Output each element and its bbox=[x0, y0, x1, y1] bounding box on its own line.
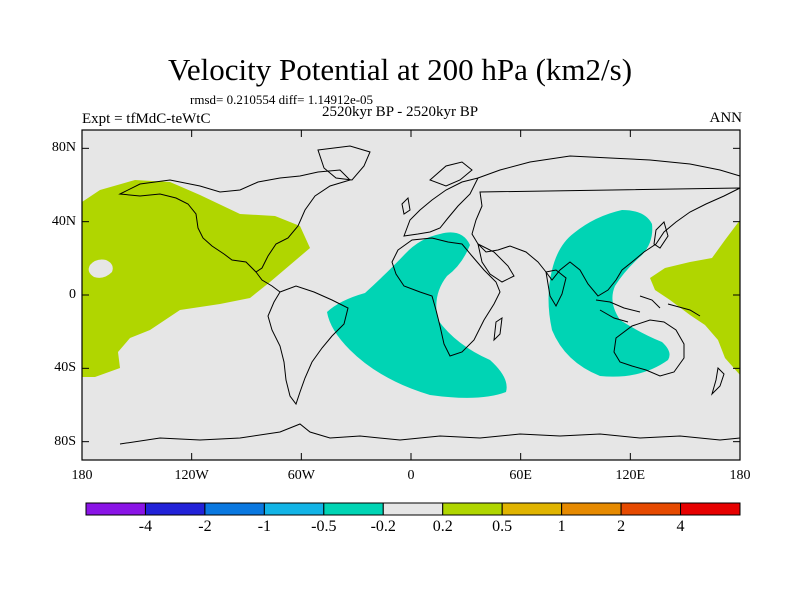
lon-tick-label: 180 bbox=[729, 468, 751, 483]
coast-africa bbox=[391, 237, 501, 357]
colorbar-label: 4 bbox=[676, 518, 685, 535]
colorbar-swatch bbox=[323, 502, 384, 516]
colorbar-swatch bbox=[501, 502, 563, 516]
lon-tick-label: 120E bbox=[615, 468, 646, 483]
axis-ticks bbox=[81, 130, 741, 460]
colorbar-swatch bbox=[144, 502, 206, 516]
region-negative-atlantic-africa bbox=[327, 232, 507, 398]
colorbar-label: 0.2 bbox=[432, 518, 453, 535]
colorbar-swatch bbox=[561, 502, 622, 516]
colorbar-label: 1 bbox=[557, 518, 566, 535]
lon-tick-label: 60W bbox=[287, 468, 315, 483]
coast-greenland bbox=[317, 145, 371, 181]
lat-tick-label: 40N bbox=[51, 213, 76, 229]
colorbar-swatch bbox=[620, 502, 682, 516]
colorbar-swatch bbox=[680, 502, 741, 516]
lon-tick-label: 120W bbox=[174, 468, 209, 483]
colorbar-label: -0.2 bbox=[370, 518, 396, 535]
region-positive-west-pacific bbox=[650, 220, 740, 375]
colorbar-label: -4 bbox=[138, 518, 153, 535]
coastlines bbox=[118, 145, 741, 445]
colorbar-label: -1 bbox=[257, 518, 272, 535]
period-label: 2520kyr BP - 2520kyr BP bbox=[321, 104, 479, 120]
stats-label: rmsd= 0.210554 diff= 1.14912e-05 bbox=[190, 92, 374, 107]
coast-indonesia bbox=[595, 295, 701, 323]
coast-australia bbox=[613, 319, 685, 377]
coast-south-america bbox=[267, 285, 349, 406]
colorbar-swatch bbox=[442, 502, 503, 516]
colorbar bbox=[85, 502, 741, 516]
coast-arabia bbox=[477, 243, 515, 283]
colorbar-label: -2 bbox=[198, 518, 212, 535]
coast-madagascar bbox=[493, 316, 503, 342]
coast-new-zealand bbox=[710, 366, 725, 396]
coast-europe bbox=[403, 177, 479, 237]
season-label: ANN bbox=[709, 110, 743, 126]
region-negative-indian-ocean bbox=[548, 210, 670, 377]
coast-central-america bbox=[255, 271, 281, 293]
coast-north-america bbox=[118, 169, 351, 273]
lat-tick-label: 40S bbox=[54, 360, 76, 376]
colorbar-label: 2 bbox=[617, 518, 626, 535]
colorbar-swatch bbox=[263, 502, 325, 516]
coast-uk bbox=[401, 196, 411, 215]
region-positive-pacific-hole bbox=[88, 259, 113, 278]
experiment-label: Expt = tfMdC-teWtC bbox=[82, 111, 211, 127]
lat-tick-label: 80N bbox=[51, 140, 76, 156]
coast-india bbox=[545, 269, 567, 308]
lon-tick-label: 180 bbox=[71, 468, 93, 483]
region-positive-pacific bbox=[82, 180, 310, 377]
colorbar-label: -0.5 bbox=[311, 518, 337, 535]
plot-title: Velocity Potential at 200 hPa (km2/s) bbox=[167, 52, 633, 87]
lon-tick-label: 60E bbox=[509, 468, 532, 483]
coast-scandinavia bbox=[429, 161, 473, 187]
colorbar-swatch bbox=[85, 502, 146, 516]
coast-antarctica bbox=[119, 423, 741, 445]
coast-japan bbox=[653, 221, 669, 249]
lon-tick-label: 0 bbox=[407, 468, 415, 483]
colorbar-swatch bbox=[204, 502, 265, 516]
colorbar-label: 0.5 bbox=[492, 518, 513, 535]
lat-tick-label: 80S bbox=[54, 433, 76, 449]
lat-tick-label: 0 bbox=[69, 287, 76, 302]
colorbar-swatch bbox=[382, 502, 444, 516]
